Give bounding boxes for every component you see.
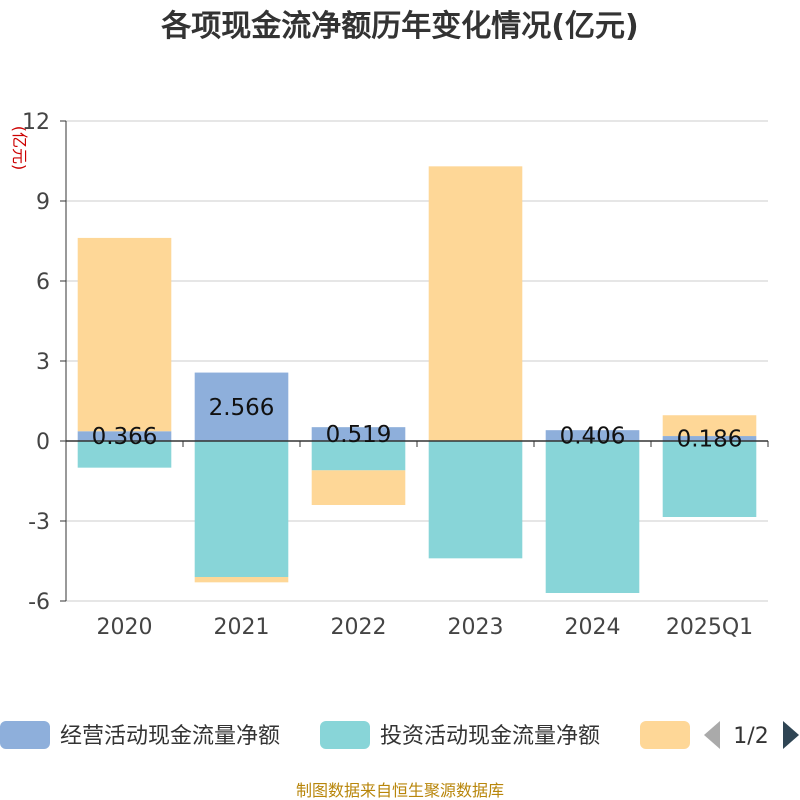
bar-series-2 — [311, 441, 406, 471]
data-labels: 0.366 2.566 0.519 0.406 0.186 — [92, 395, 743, 453]
legend: 经营活动现金流量净额 投资活动现金流量净额 1/2 — [0, 721, 799, 749]
y-tick-label: -6 — [28, 590, 50, 615]
x-tick-label: 2023 — [448, 615, 504, 640]
source-note: 制图数据来自恒生聚源数据库 — [296, 781, 504, 800]
grid-lines — [66, 120, 768, 602]
legend-swatch — [0, 721, 50, 749]
bar-series-1 — [662, 436, 757, 441]
legend-next-page-icon — [783, 721, 799, 749]
x-tick-label: 2025Q1 — [666, 615, 753, 640]
y-axis-unit-label: (亿元) — [10, 126, 29, 171]
bar-series-2 — [77, 441, 172, 468]
bar-series-1 — [77, 431, 172, 441]
bar-series-2 — [662, 441, 757, 517]
data-label: 2.566 — [209, 395, 275, 421]
bar-series-2 — [428, 441, 523, 559]
bar-series-3 — [194, 577, 289, 583]
y-tick-label: 0 — [36, 430, 50, 455]
y-tick-label: 6 — [36, 270, 50, 295]
legend-label: 经营活动现金流量净额 — [60, 724, 280, 749]
legend-swatch — [320, 721, 370, 749]
y-tick-label: -3 — [28, 510, 50, 535]
y-tick-label: 9 — [36, 190, 50, 215]
data-label: 0.406 — [560, 424, 626, 450]
y-tick-label: 12 — [22, 110, 50, 135]
axes: -6 -3 0 3 6 9 12 2020 2021 2022 2023 2024 2025Q1 — [22, 110, 769, 640]
legend-label: 投资活动现金流量净额 — [380, 724, 600, 749]
bar-series-2 — [545, 441, 640, 593]
x-tick-label: 2021 — [214, 615, 270, 640]
bar-series-3 — [77, 237, 172, 432]
bar-series-1 — [194, 372, 289, 441]
chart-title: 各项现金流净额历年变化情况(亿元) — [160, 9, 638, 44]
bar-series-3 — [311, 470, 406, 505]
bar-series-2 — [194, 441, 289, 577]
data-label: 0.186 — [677, 427, 743, 453]
bar-series-3 — [428, 166, 523, 442]
bar-series-3 — [662, 415, 757, 437]
legend-prev-page-icon — [704, 721, 720, 749]
data-label: 0.366 — [92, 424, 158, 450]
bar-series-1 — [545, 430, 640, 441]
legend-swatch — [640, 721, 690, 749]
legend-page-indicator: 1/2 — [733, 724, 768, 749]
y-tick-label: 3 — [36, 350, 50, 375]
data-label: 0.519 — [326, 422, 392, 448]
bars — [77, 166, 757, 593]
bar-series-1 — [311, 427, 406, 441]
x-tick-label: 2024 — [565, 615, 621, 640]
x-tick-label: 2022 — [331, 615, 387, 640]
x-tick-label: 2020 — [97, 615, 153, 640]
